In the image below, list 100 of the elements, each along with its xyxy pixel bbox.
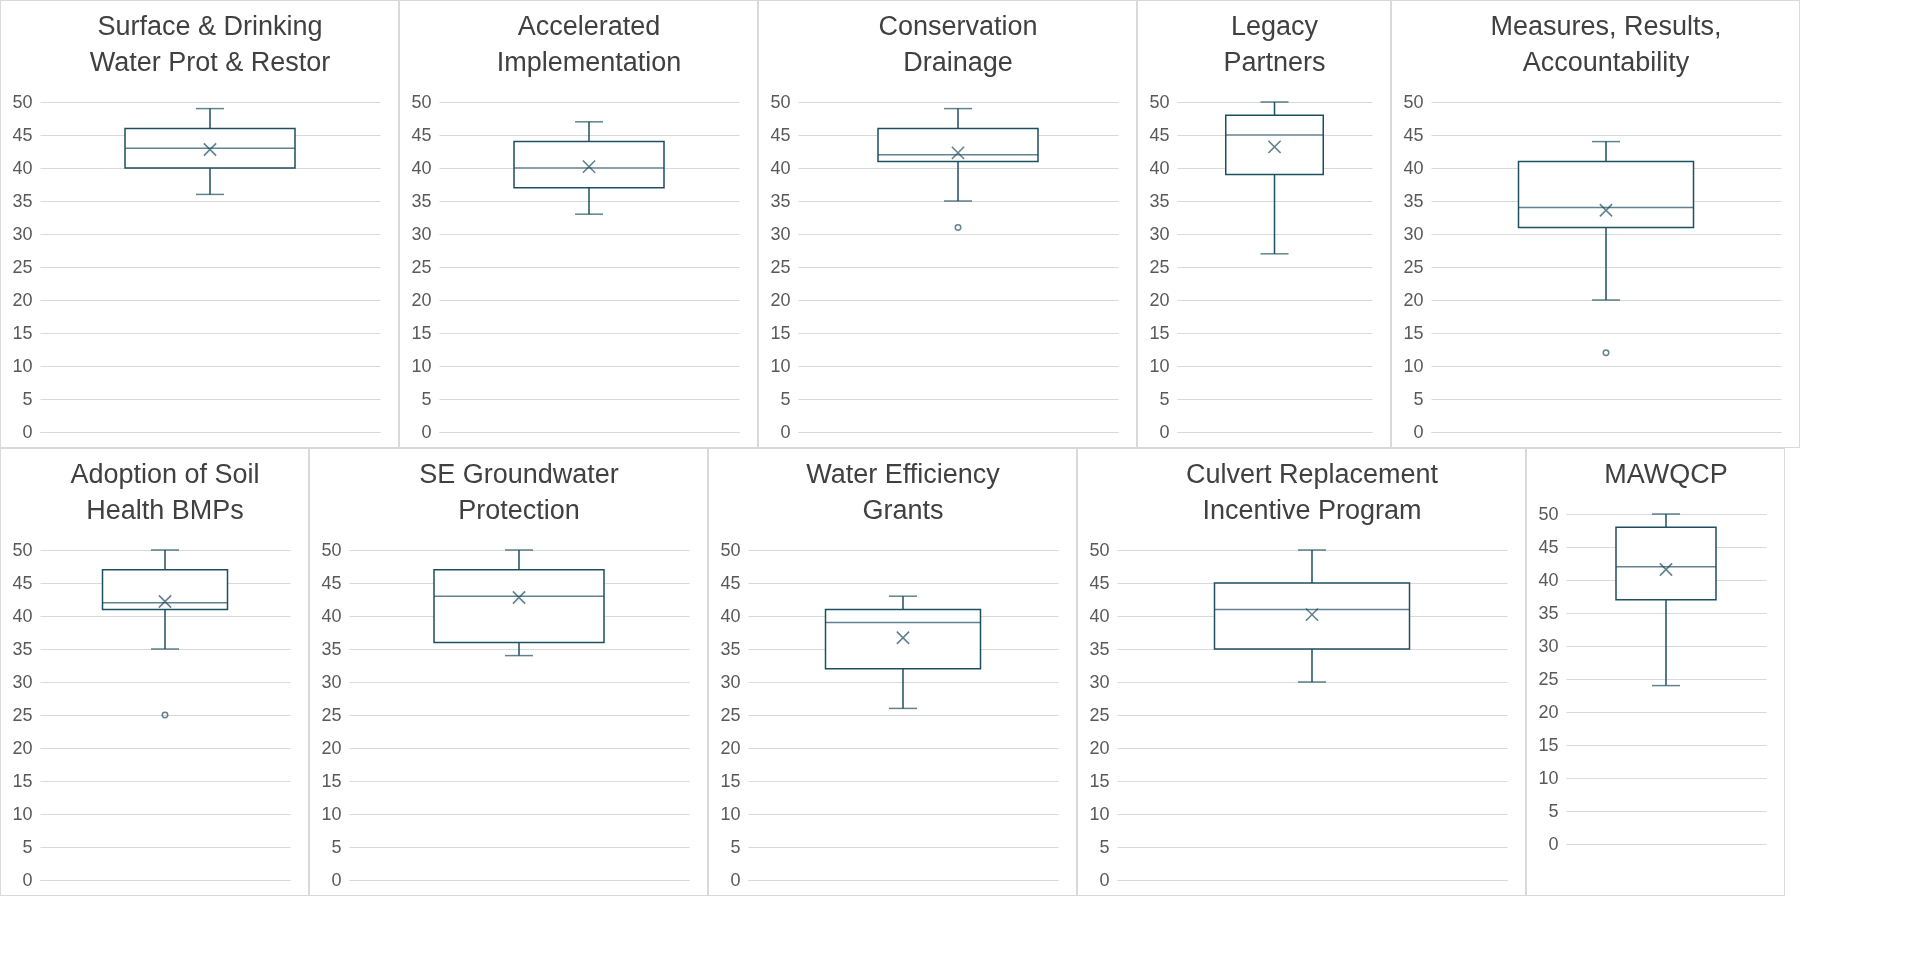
y-tick-label: 30 [1403,223,1424,244]
y-tick-label: 35 [770,190,791,211]
y-tick-label: 25 [1089,704,1110,725]
y-tick-label: 30 [321,671,342,692]
y-tick-label: 35 [1403,190,1424,211]
y-tick-label: 35 [720,638,741,659]
y-tick-label: 45 [321,572,342,593]
y-tick-label: 20 [1538,701,1559,722]
y-tick-label: 40 [12,157,33,178]
y-tick-label: 25 [1538,668,1559,689]
y-tick-label: 5 [331,836,342,857]
y-tick-label: 10 [12,803,33,824]
y-tick-label: 45 [411,124,432,145]
y-tick-label: 40 [12,605,33,626]
y-tick-label: 25 [411,256,432,277]
chart-title: Culvert Replacement Incentive Program [1185,459,1439,525]
y-tick-label: 25 [1149,256,1170,277]
y-tick-label: 35 [1538,602,1559,623]
chart-title: Adoption of Soil Health BMPs [70,459,260,525]
chart-title: SE Groundwater Protection [419,459,619,525]
chart-title: MAWQCP [1604,459,1728,489]
y-tick-label: 25 [12,704,33,725]
y-tick-label: 45 [1149,124,1170,145]
y-tick-label: 35 [1089,638,1110,659]
y-tick-label: 30 [770,223,791,244]
y-tick-label: 0 [1099,869,1110,890]
y-tick-label: 50 [720,539,741,560]
y-tick-label: 20 [1403,289,1424,310]
y-tick-label: 35 [12,638,33,659]
y-tick-label: 10 [1538,767,1559,788]
y-tick-label: 0 [1159,421,1170,442]
y-tick-label: 5 [730,836,741,857]
chart-title: Conservation Drainage [878,11,1038,77]
y-tick-label: 20 [1089,737,1110,758]
y-tick-label: 30 [1149,223,1170,244]
y-tick-label: 25 [12,256,33,277]
y-tick-label: 5 [1413,388,1424,409]
y-tick-label: 40 [1538,569,1559,590]
y-tick-label: 50 [12,539,33,560]
y-tick-label: 10 [12,355,33,376]
y-tick-label: 40 [411,157,432,178]
y-tick-label: 0 [331,869,342,890]
y-tick-label: 20 [12,737,33,758]
y-tick-label: 30 [1538,635,1559,656]
y-tick-label: 30 [12,223,33,244]
y-tick-label: 30 [411,223,432,244]
y-tick-label: 30 [720,671,741,692]
y-tick-label: 5 [22,388,33,409]
y-tick-label: 10 [411,355,432,376]
y-tick-label: 45 [720,572,741,593]
y-tick-label: 15 [1149,322,1170,343]
y-tick-label: 10 [720,803,741,824]
y-tick-label: 50 [411,91,432,112]
y-tick-label: 10 [770,355,791,376]
y-tick-label: 15 [12,322,33,343]
y-tick-label: 10 [1089,803,1110,824]
y-tick-label: 0 [421,421,432,442]
y-tick-label: 45 [1538,536,1559,557]
y-tick-label: 45 [12,572,33,593]
y-tick-label: 0 [1548,833,1559,854]
y-tick-label: 50 [1403,91,1424,112]
y-tick-label: 50 [1149,91,1170,112]
y-tick-label: 50 [770,91,791,112]
y-tick-label: 20 [720,737,741,758]
y-tick-label: 35 [1149,190,1170,211]
y-tick-label: 10 [1149,355,1170,376]
y-tick-label: 20 [321,737,342,758]
y-tick-label: 0 [1413,421,1424,442]
y-tick-label: 15 [411,322,432,343]
y-tick-label: 5 [1099,836,1110,857]
y-tick-label: 25 [770,256,791,277]
y-tick-label: 45 [1403,124,1424,145]
y-tick-label: 30 [12,671,33,692]
y-tick-label: 15 [12,770,33,791]
y-tick-label: 15 [1538,734,1559,755]
y-tick-label: 10 [1403,355,1424,376]
chart-title: Measures, Results, Accountability [1490,11,1722,77]
y-tick-label: 15 [1403,322,1424,343]
chart-title: Legacy Partners [1223,11,1326,77]
y-tick-label: 50 [12,91,33,112]
y-tick-label: 45 [12,124,33,145]
y-tick-label: 5 [421,388,432,409]
y-tick-label: 40 [321,605,342,626]
y-tick-label: 5 [780,388,791,409]
y-tick-label: 5 [1159,388,1170,409]
y-tick-label: 35 [321,638,342,659]
y-tick-label: 20 [411,289,432,310]
y-tick-label: 20 [770,289,791,310]
y-tick-label: 5 [1548,800,1559,821]
y-tick-label: 15 [321,770,342,791]
chart-title: Water Efficiency Grants [806,459,1001,525]
y-tick-label: 30 [1089,671,1110,692]
y-tick-label: 20 [1149,289,1170,310]
y-tick-label: 0 [22,869,33,890]
y-tick-label: 15 [720,770,741,791]
y-tick-label: 5 [22,836,33,857]
y-tick-label: 40 [770,157,791,178]
y-tick-label: 45 [770,124,791,145]
y-tick-label: 50 [321,539,342,560]
y-tick-label: 35 [411,190,432,211]
